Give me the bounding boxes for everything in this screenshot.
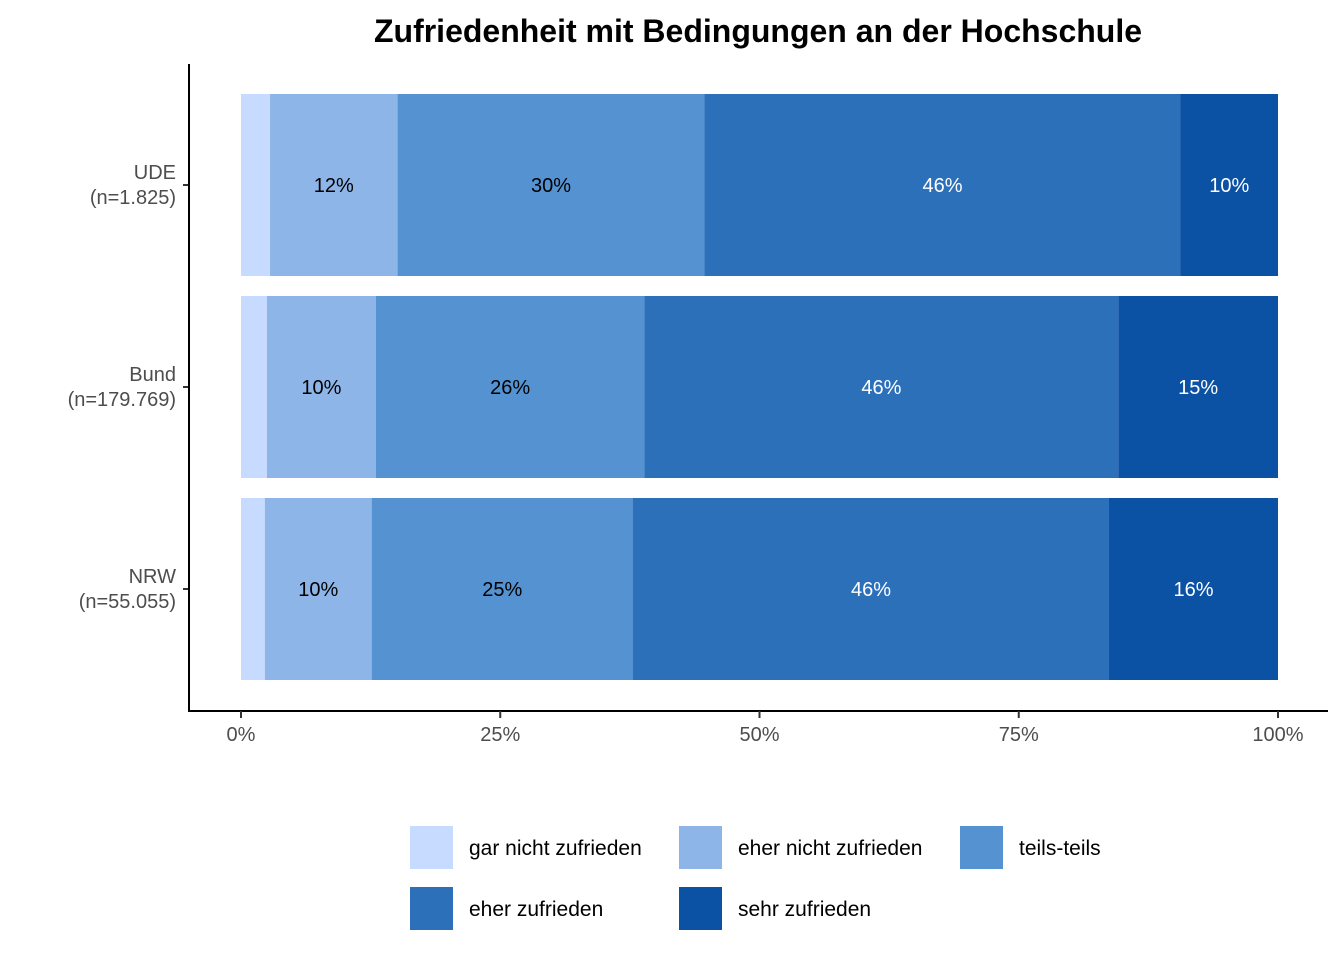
category-sample-size: (n=179.769) xyxy=(68,389,176,411)
data-label: 25% xyxy=(482,579,522,601)
bar-segment xyxy=(644,296,1119,478)
legend-label: sehr zufrieden xyxy=(738,898,871,921)
bar-segment xyxy=(1108,498,1278,680)
x-tick-label: 50% xyxy=(739,724,779,746)
legend-label: gar nicht zufrieden xyxy=(469,837,642,860)
data-label: 16% xyxy=(1173,579,1213,601)
x-tick-label: 0% xyxy=(227,724,256,746)
bar-segment xyxy=(241,94,271,276)
legend-label: eher zufrieden xyxy=(469,898,603,921)
data-label: 30% xyxy=(531,175,571,197)
legend-swatch xyxy=(410,887,453,930)
data-label: 10% xyxy=(298,579,338,601)
x-tick-label: 25% xyxy=(480,724,520,746)
x-tick-label: 100% xyxy=(1252,724,1303,746)
data-labels-layer: 12% 30% 46% 10% 10% 26% 46% 15% 10% 25% 46% 16% xyxy=(298,175,1249,601)
category-label: NRW xyxy=(129,566,177,588)
category-label: UDE xyxy=(134,162,176,184)
bar-segment xyxy=(704,94,1181,276)
legend-label: teils-teils xyxy=(1019,837,1101,860)
legend: gar nicht zufrieden eher nicht zufrieden t… xyxy=(410,826,1101,930)
category-sample-size: (n=1.825) xyxy=(90,187,176,209)
category-sample-size: (n=55.055) xyxy=(79,591,176,613)
data-label: 46% xyxy=(923,175,963,197)
chart-title: Zufriedenheit mit Bedingungen an der Hoc… xyxy=(374,13,1142,49)
bar-segment xyxy=(266,296,376,478)
x-tick-label: 75% xyxy=(999,724,1039,746)
legend-swatch xyxy=(960,826,1003,869)
data-label: 10% xyxy=(301,377,341,399)
bars-layer xyxy=(241,94,1278,680)
bar-segment xyxy=(270,94,398,276)
category-label: Bund xyxy=(129,364,176,386)
bar-segment xyxy=(241,296,267,478)
bar-segment xyxy=(397,94,705,276)
bar-segment xyxy=(1180,94,1278,276)
bar-segment xyxy=(375,296,645,478)
data-label: 46% xyxy=(861,377,901,399)
legend-label: eher nicht zufrieden xyxy=(738,837,922,860)
legend-swatch xyxy=(679,887,722,930)
legend-swatch xyxy=(679,826,722,869)
bar-segment xyxy=(1118,296,1278,478)
data-label: 15% xyxy=(1178,377,1218,399)
data-label: 12% xyxy=(314,175,354,197)
data-label: 46% xyxy=(851,579,891,601)
bar-segment xyxy=(264,498,372,680)
bar-segment xyxy=(632,498,1109,680)
axes-layer: UDE (n=1.825) Bund (n=179.769) NRW (n=55.055)… xyxy=(68,64,1328,746)
bar-segment xyxy=(371,498,633,680)
legend-swatch xyxy=(410,826,453,869)
bar-segment xyxy=(241,498,265,680)
data-label: 26% xyxy=(490,377,530,399)
data-label: 10% xyxy=(1209,175,1249,197)
